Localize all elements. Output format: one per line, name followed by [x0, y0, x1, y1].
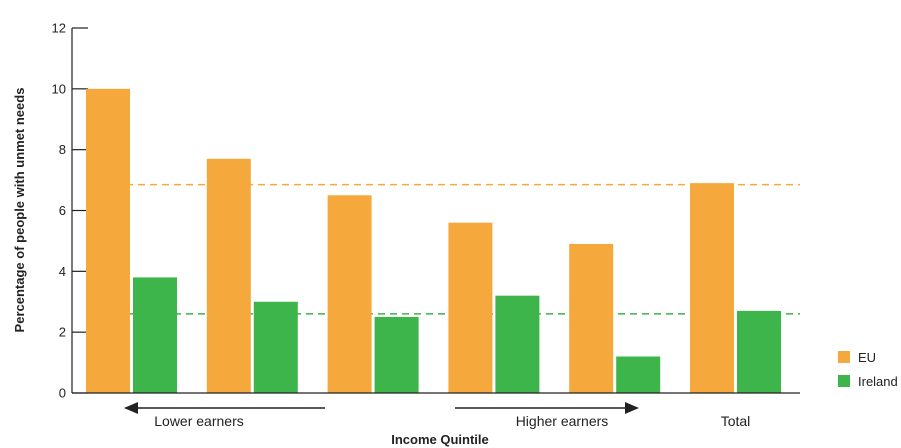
- y-tick-label: 0: [59, 386, 66, 401]
- bar-eu-3: [327, 195, 372, 393]
- bar-ireland-4: [495, 295, 540, 393]
- bar-eu-1: [86, 88, 130, 393]
- lower-earners-arrowhead: [124, 402, 138, 414]
- y-tick-label: 8: [59, 142, 66, 157]
- bar-eu-5: [569, 243, 614, 393]
- legend-label-eu: EU: [858, 350, 876, 365]
- x-axis-title: Income Quintile: [391, 432, 489, 447]
- bar-ireland-3: [374, 316, 419, 393]
- higher-earners-label: Higher earners: [516, 413, 609, 429]
- higher-earners-arrowhead: [625, 402, 639, 414]
- y-tick-label: 2: [59, 325, 66, 340]
- y-tick-label: 10: [52, 81, 66, 96]
- bar-eu-2: [206, 158, 251, 393]
- bar-ireland-1: [133, 277, 177, 393]
- legend-label-ireland: Ireland: [858, 374, 898, 389]
- bar-eu-6: [690, 183, 734, 393]
- y-axis-title: Percentage of people with unmet needs: [12, 88, 27, 333]
- y-tick-label: 6: [59, 203, 66, 218]
- bar-ireland-5: [616, 356, 661, 393]
- legend: EU Ireland: [838, 350, 898, 389]
- reference-lines: [90, 183, 800, 315]
- legend-swatch-eu: [838, 351, 850, 363]
- bar-ireland-6: [737, 310, 781, 393]
- lower-earners-label: Lower earners: [154, 413, 244, 429]
- higher-earners-annotation: Higher earners: [455, 402, 639, 429]
- x-axis: Total: [72, 392, 800, 429]
- bar-ireland-2: [253, 301, 298, 393]
- y-axis: 0 2 4 6 8 10 12: [52, 21, 88, 401]
- y-tick-label: 12: [52, 21, 66, 36]
- y-tick-label: 4: [59, 264, 66, 279]
- legend-swatch-ireland: [838, 375, 850, 387]
- bar-eu-4: [448, 222, 493, 393]
- x-category-label: Total: [721, 413, 751, 429]
- lower-earners-annotation: Lower earners: [124, 402, 325, 429]
- bars: [86, 88, 781, 393]
